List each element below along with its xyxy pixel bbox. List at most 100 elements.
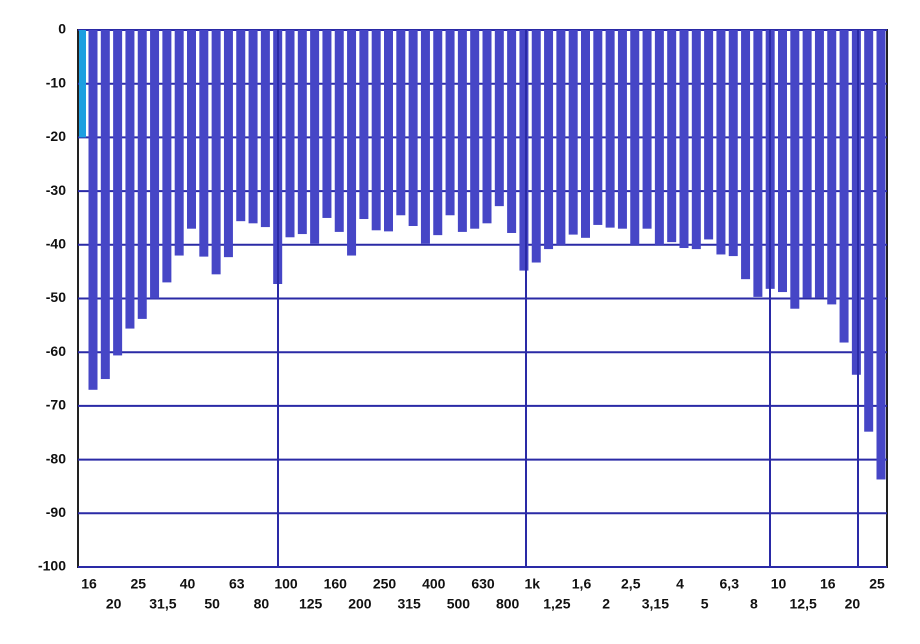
y-tick-label: -90 — [46, 504, 66, 520]
bar — [199, 30, 209, 257]
bar — [420, 30, 430, 244]
bar — [741, 30, 751, 280]
bar — [839, 30, 849, 343]
x-tick-label: 3,15 — [642, 596, 669, 612]
bar — [113, 30, 123, 356]
y-tick-label: -20 — [46, 128, 66, 144]
x-tick-label: 2 — [602, 596, 610, 612]
x-tick-label: 16 — [820, 576, 836, 592]
bar — [187, 30, 196, 229]
x-tick-label: 50 — [204, 596, 220, 612]
bar — [433, 30, 443, 236]
bar — [260, 30, 270, 228]
bar — [617, 30, 627, 229]
x-tick-label: 200 — [348, 596, 372, 612]
x-tick-label: 6,3 — [720, 576, 740, 592]
bar — [679, 30, 689, 249]
bar — [384, 30, 393, 232]
y-tick-label: -60 — [46, 343, 66, 359]
bar — [716, 30, 726, 255]
x-tick-label: 40 — [180, 576, 196, 592]
bar — [851, 30, 861, 375]
bar — [519, 30, 529, 271]
bar — [359, 30, 369, 220]
bar — [248, 30, 258, 224]
bar — [334, 30, 344, 232]
bar — [814, 30, 824, 298]
bar — [691, 30, 701, 250]
x-tick-label: 8 — [750, 596, 758, 612]
bar — [581, 30, 590, 238]
bar — [667, 30, 677, 243]
y-tick-label: -100 — [38, 558, 66, 574]
bar — [778, 30, 787, 293]
bar — [211, 30, 221, 275]
y-tick-label: -80 — [46, 450, 66, 466]
bar — [285, 30, 295, 238]
bar — [408, 30, 418, 227]
x-tick-label: 12,5 — [790, 596, 817, 612]
x-tick-label: 125 — [299, 596, 323, 612]
bar — [125, 30, 135, 329]
bar — [347, 30, 357, 256]
x-tick-label: 800 — [496, 596, 520, 612]
x-tick-label: 25 — [130, 576, 146, 592]
overall-bar — [79, 30, 86, 138]
y-tick-label: -40 — [46, 236, 66, 252]
bar — [100, 30, 110, 380]
bar — [396, 30, 406, 216]
x-tick-label: 31,5 — [149, 596, 176, 612]
bar — [322, 30, 332, 218]
bar — [605, 30, 615, 228]
x-tick-label: 400 — [422, 576, 446, 592]
x-tick-label: 160 — [324, 576, 348, 592]
bar — [150, 30, 160, 299]
x-tick-label: 630 — [471, 576, 495, 592]
vertical-grid — [277, 30, 859, 567]
x-tick-label: 20 — [845, 596, 861, 612]
y-tick-label: -70 — [46, 397, 66, 413]
bar — [457, 30, 467, 232]
bar — [654, 30, 664, 245]
bar — [593, 30, 603, 225]
bar — [162, 30, 172, 283]
bar — [802, 30, 812, 298]
bar — [236, 30, 246, 222]
bar — [310, 30, 320, 244]
y-tick-label: -50 — [46, 289, 66, 305]
bar — [507, 30, 517, 233]
y-tick-label: -10 — [46, 74, 66, 90]
bar — [642, 30, 652, 229]
bar — [790, 30, 800, 309]
bar — [223, 30, 233, 258]
bar — [568, 30, 578, 235]
bar — [494, 30, 504, 207]
bar — [88, 30, 98, 390]
x-tick-label: 10 — [771, 576, 787, 592]
bar — [137, 30, 147, 319]
x-tick-label: 2,5 — [621, 576, 641, 592]
bar — [876, 30, 886, 480]
bar — [371, 30, 381, 231]
x-tick-label: 25 — [869, 576, 885, 592]
x-tick-label: 20 — [106, 596, 122, 612]
x-tick-label: 250 — [373, 576, 397, 592]
bar — [704, 30, 714, 240]
bar — [482, 30, 492, 224]
x-tick-label: 80 — [254, 596, 270, 612]
x-tick-label: 4 — [676, 576, 684, 592]
bar — [531, 30, 541, 263]
bar — [827, 30, 837, 305]
bar — [728, 30, 738, 257]
x-tick-label: 5 — [701, 596, 709, 612]
x-tick-label: 1k — [524, 576, 540, 592]
bar — [864, 30, 874, 432]
bar — [544, 30, 554, 250]
y-tick-label: 0 — [58, 21, 66, 37]
bar — [470, 30, 480, 229]
bar — [297, 30, 307, 235]
x-tick-label: 63 — [229, 576, 245, 592]
bar — [630, 30, 640, 245]
bar — [753, 30, 763, 297]
bar — [556, 30, 566, 245]
